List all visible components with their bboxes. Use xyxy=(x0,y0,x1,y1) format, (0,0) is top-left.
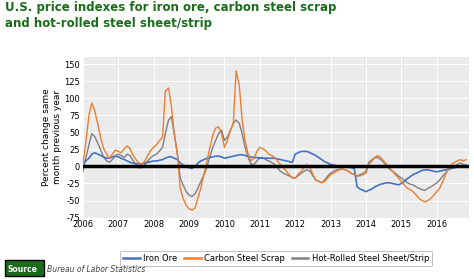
Legend: Iron Ore, Carbon Steel Scrap, Hot-Rolled Steel Sheet/Strip: Iron Ore, Carbon Steel Scrap, Hot-Rolled… xyxy=(120,251,432,266)
Text: Source: Source xyxy=(7,265,37,274)
Text: Bureau of Labor Statistics: Bureau of Labor Statistics xyxy=(47,265,146,274)
Text: U.S. price indexes for iron ore, carbon steel scrap
and hot-rolled steel sheet/s: U.S. price indexes for iron ore, carbon … xyxy=(5,1,336,30)
Y-axis label: Percent change same
month previous year: Percent change same month previous year xyxy=(42,88,62,186)
